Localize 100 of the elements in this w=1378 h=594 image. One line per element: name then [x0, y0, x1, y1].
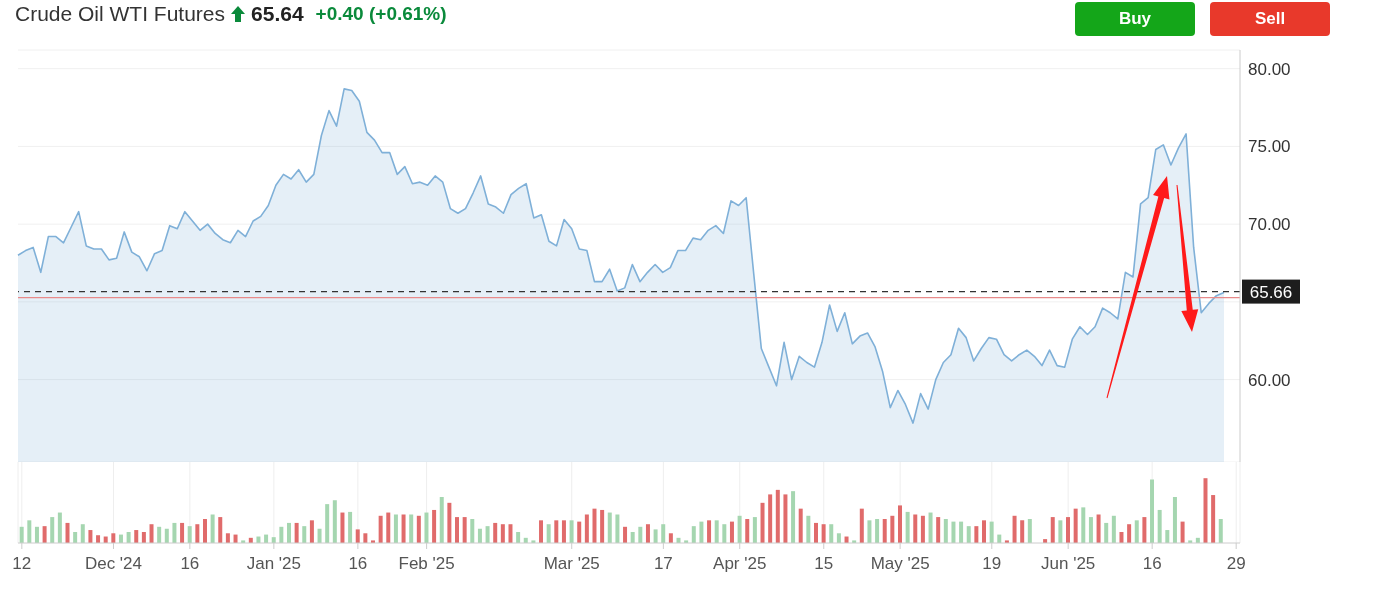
- bar: [539, 520, 544, 543]
- bar: [1157, 509, 1162, 543]
- x-tick-label: May '25: [870, 554, 930, 574]
- bar: [1058, 520, 1063, 543]
- bar: [302, 526, 307, 543]
- bar: [1012, 515, 1017, 543]
- bar: [187, 526, 192, 543]
- bar: [455, 517, 460, 543]
- bar: [905, 511, 910, 543]
- bar: [859, 508, 864, 543]
- x-tick-label: 29: [1226, 554, 1246, 574]
- bar: [42, 526, 47, 543]
- bar: [966, 526, 971, 543]
- bar: [974, 526, 979, 543]
- bar: [1066, 517, 1071, 543]
- bar: [363, 533, 368, 543]
- bar: [623, 526, 628, 543]
- bar: [157, 526, 162, 543]
- bar: [943, 519, 948, 543]
- bar: [638, 526, 643, 543]
- bar: [180, 522, 185, 543]
- bar: [1073, 508, 1078, 543]
- bar: [50, 517, 55, 543]
- bar: [27, 520, 32, 543]
- bar: [332, 500, 337, 543]
- bar: [172, 522, 177, 543]
- bar: [577, 521, 582, 543]
- bar: [225, 533, 230, 543]
- x-tick-label: 15: [814, 554, 834, 574]
- bar: [920, 515, 925, 543]
- bar: [821, 524, 826, 543]
- bar: [554, 520, 559, 543]
- bar: [218, 517, 223, 543]
- bar: [569, 520, 574, 543]
- bar: [401, 514, 406, 543]
- bar: [1096, 514, 1101, 543]
- bar: [134, 530, 139, 543]
- chart-title: Crude Oil WTI Futures: [15, 2, 226, 26]
- bar: [34, 526, 39, 543]
- bar: [546, 524, 551, 543]
- bar: [432, 509, 437, 543]
- bar: [493, 522, 498, 543]
- text: 65.64: [251, 2, 304, 26]
- bar: [1150, 479, 1155, 543]
- bar: [661, 524, 666, 543]
- bar: [982, 520, 987, 543]
- bar: [462, 517, 467, 543]
- bar: [65, 522, 70, 543]
- bar: [829, 524, 834, 543]
- bar: [668, 533, 673, 543]
- bar: [1172, 496, 1177, 543]
- bar: [508, 524, 513, 543]
- text: +0.40 (+0.61%): [315, 3, 447, 25]
- x-tick-label: 12: [12, 554, 32, 574]
- bar: [867, 520, 872, 543]
- bar: [1142, 517, 1147, 543]
- bar: [1027, 519, 1032, 543]
- bar: [80, 524, 85, 543]
- bar: [1088, 517, 1093, 543]
- bar: [141, 531, 146, 543]
- bar: [96, 535, 101, 543]
- bar: [584, 514, 589, 543]
- bar: [1050, 517, 1055, 543]
- bar: [1165, 530, 1170, 543]
- bar: [309, 520, 314, 543]
- text: Sell: [1210, 2, 1330, 36]
- y-tick-label: 60.00: [1248, 370, 1291, 390]
- bar: [768, 494, 773, 543]
- bar: [340, 512, 345, 543]
- bar: [959, 521, 964, 543]
- x-tick-label: Feb '25: [398, 554, 455, 574]
- bar: [88, 530, 93, 543]
- y-tick-label: 70.00: [1248, 215, 1291, 235]
- bar: [714, 520, 719, 543]
- bar: [294, 522, 299, 543]
- bar: [699, 521, 704, 543]
- bar: [500, 524, 505, 543]
- bar: [928, 512, 933, 543]
- bar: [806, 515, 811, 543]
- bar: [439, 496, 444, 543]
- bar: [149, 524, 154, 543]
- bar: [19, 526, 24, 543]
- bar: [516, 531, 521, 543]
- x-tick-label: Dec '24: [84, 554, 143, 574]
- bar: [791, 491, 796, 543]
- bar: [164, 528, 169, 543]
- bar: [561, 520, 566, 543]
- bar: [745, 519, 750, 543]
- bar: [645, 524, 650, 543]
- bar: [57, 512, 62, 543]
- bar: [73, 531, 78, 543]
- bar: [195, 524, 200, 543]
- bar: [592, 508, 597, 543]
- bar: [989, 521, 994, 543]
- x-tick-label: Jun '25: [1041, 554, 1096, 574]
- bar: [386, 512, 391, 543]
- bar: [615, 514, 620, 543]
- bar: [951, 521, 956, 543]
- bar: [760, 502, 765, 543]
- bar: [798, 508, 803, 543]
